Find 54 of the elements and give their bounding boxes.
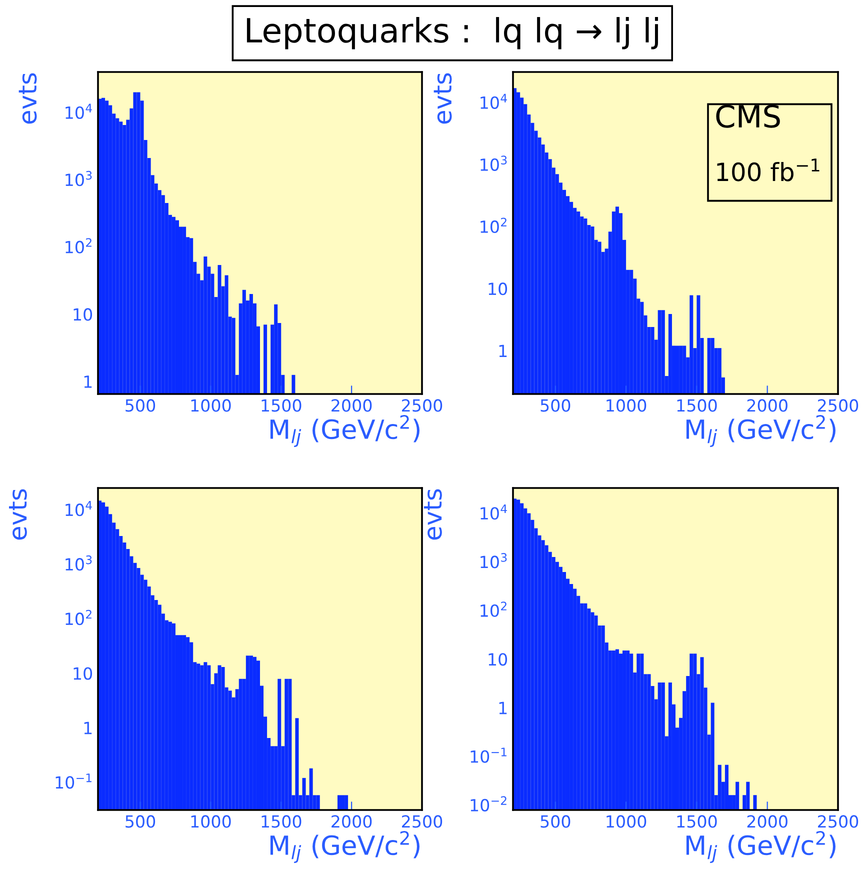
y-axis-title: evts: [18, 73, 37, 124]
x-tick-label: 1000: [191, 399, 231, 412]
y-tick-label: 10: [74, 667, 92, 680]
x-tick-label: 2000: [747, 399, 788, 412]
x-tick-label: 2000: [332, 815, 372, 828]
x-tick-label: 1500: [677, 815, 717, 828]
x-tick-label: 2500: [818, 815, 858, 828]
x-tick-label: 500: [540, 399, 570, 412]
y-tick-label: 10$^{3}$: [480, 156, 507, 171]
x-tick-label: 2000: [747, 815, 788, 828]
x-tick-label: 2500: [402, 815, 442, 828]
x-tick-label: 2000: [332, 399, 372, 412]
y-tick-label: 10$^{2}$: [66, 610, 92, 626]
y-tick-label: 10$^{−1}$: [56, 774, 92, 789]
x-tick-label: 1000: [606, 399, 646, 412]
x-tick-label: 2500: [402, 399, 442, 412]
x-tick-label: 1000: [606, 815, 646, 828]
y-tick-label: 10$^{4}$: [66, 501, 92, 516]
y-tick-label: 10$^{−1}$: [470, 748, 506, 763]
annotation: 100 fb$^{−1}$: [717, 158, 820, 182]
y-axis-title: evts: [434, 73, 452, 124]
x-axis-title: M$_{lj}$ (GeV/c$^{2}$): [686, 830, 836, 863]
y-tick-label: 10$^{−2}$: [470, 796, 506, 812]
chart-title: Leptoquarks : lq lq → lj lj: [246, 17, 658, 50]
y-tick-label: 10$^{2}$: [480, 602, 506, 617]
x-tick-label: 500: [126, 399, 156, 412]
y-tick-label: 1: [84, 722, 92, 734]
y-tick-label: 10$^{3}$: [66, 170, 92, 186]
y-tick-label: 10$^{3}$: [480, 553, 507, 568]
y-tick-label: 10$^{4}$: [66, 104, 92, 119]
x-tick-label: 2500: [818, 399, 858, 412]
y-tick-label: 10: [74, 308, 92, 321]
y-tick-label: 10: [488, 282, 508, 296]
y-tick-label: 1: [499, 344, 507, 357]
y-tick-label: 10$^{3}$: [66, 555, 92, 571]
y-tick-label: 10$^{2}$: [66, 238, 92, 254]
x-tick-label: 1500: [262, 815, 302, 828]
x-axis-title: M$_{lj}$ (GeV/c$^{2}$): [270, 414, 420, 447]
x-axis-title: M$_{lj}$ (GeV/c$^{2}$): [686, 414, 836, 447]
y-tick-label: 10$^{4}$: [480, 504, 507, 520]
y-axis-title: evts: [424, 489, 442, 540]
annotation: CMS: [716, 104, 780, 128]
y-tick-label: 1: [499, 702, 507, 714]
x-tick-label: 500: [540, 815, 570, 828]
x-tick-label: 1500: [262, 399, 302, 412]
x-tick-label: 1500: [677, 399, 717, 412]
y-tick-label: 10$^{2}$: [480, 218, 506, 233]
x-tick-label: 1000: [191, 815, 231, 828]
y-axis-title: evts: [8, 489, 27, 540]
x-tick-label: 500: [126, 815, 156, 828]
x-axis-title: M$_{lj}$ (GeV/c$^{2}$): [270, 830, 420, 863]
y-tick-label: 10: [488, 653, 508, 666]
y-tick-label: 1: [84, 376, 92, 388]
y-tick-label: 10$^{4}$: [480, 94, 507, 109]
